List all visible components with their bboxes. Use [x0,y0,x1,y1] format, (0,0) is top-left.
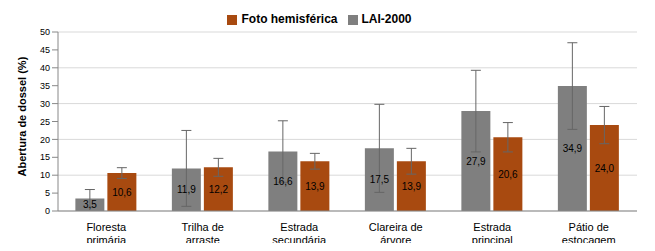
svg-text:0: 0 [45,206,50,216]
svg-text:17,5: 17,5 [370,174,390,185]
svg-text:16,6: 16,6 [273,176,293,187]
svg-text:árvore: árvore [380,234,411,243]
svg-text:10,6: 10,6 [112,187,132,198]
svg-text:50: 50 [40,27,50,37]
svg-text:estocagem: estocagem [562,234,616,243]
svg-text:11,9: 11,9 [177,184,196,195]
svg-text:arraste: arraste [186,234,220,243]
svg-text:primária: primária [86,234,127,243]
svg-text:3,5: 3,5 [83,199,97,210]
svg-text:Pátio de: Pátio de [569,221,609,233]
svg-text:20,6: 20,6 [498,169,518,180]
svg-text:24,0: 24,0 [595,163,615,174]
html-text:Foto hemisférica: Foto hemisférica [241,12,338,26]
svg-text:35: 35 [40,81,50,91]
svg-text:45: 45 [40,45,50,55]
svg-text:10: 10 [40,170,50,180]
svg-text:30: 30 [40,99,50,109]
svg-text:13,9: 13,9 [402,181,422,192]
svg-text:principal: principal [472,234,513,243]
svg-text:secundária: secundária [272,234,327,243]
svg-text:34,9: 34,9 [563,143,583,154]
html-text:LAI-2000: LAI-2000 [361,12,412,26]
svg-text:Clareira de: Clareira de [369,221,423,233]
svg-text:40: 40 [40,63,50,73]
svg-text:12,2: 12,2 [209,184,229,195]
svg-text:13,9: 13,9 [305,181,325,192]
svg-text:5: 5 [45,188,50,198]
svg-text:Abertura de dossel (%): Abertura de dossel (%) [16,56,28,176]
svg-text:25: 25 [40,117,50,127]
svg-text:Trilha de: Trilha de [182,221,224,233]
svg-text:Floresta: Floresta [86,221,127,233]
svg-text:Estrada: Estrada [473,221,512,233]
svg-text:20: 20 [40,135,50,145]
svg-text:15: 15 [40,152,50,162]
svg-text:Estrada: Estrada [280,221,319,233]
svg-text:27,9: 27,9 [466,156,486,167]
